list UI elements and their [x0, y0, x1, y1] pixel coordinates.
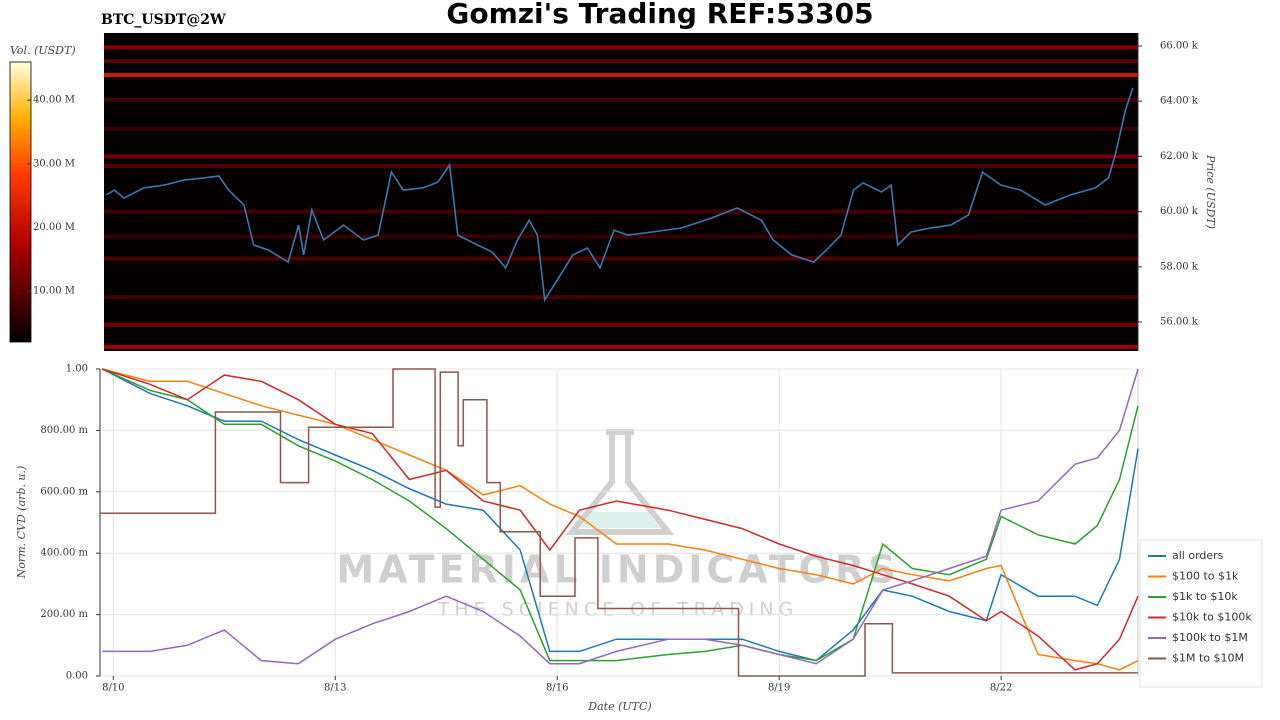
colorbar — [9, 61, 32, 343]
x-tick-label: 8/16 — [546, 683, 568, 694]
cvd-line — [101, 368, 1139, 662]
watermark — [565, 429, 675, 535]
y-tick-label: 64.00 k — [1160, 96, 1199, 107]
heatmap-band — [104, 126, 1138, 131]
watermark-flask — [565, 429, 675, 535]
colorbar-tick-label: 30.00 M — [33, 158, 75, 169]
colorbar-label: Vol. (USDT) — [10, 44, 76, 57]
cvd-line — [101, 368, 1139, 671]
heatmap-band — [104, 234, 1138, 239]
y-tick-label: 0.00 — [66, 671, 88, 682]
y-tick-label: 800.00 m — [40, 425, 88, 436]
colorbar-tick-label: 10.00 M — [33, 286, 75, 297]
legend-label: $10k to $100k — [1172, 611, 1252, 624]
y-tick-label: 60.00 k — [1160, 206, 1199, 217]
y-tick-label: 600.00 m — [40, 486, 88, 497]
heatmap-band — [104, 154, 1138, 159]
y-axis-label: Price (USDT) — [1204, 154, 1217, 229]
heatmap-band — [104, 209, 1138, 214]
x-tick-label: 8/19 — [768, 683, 790, 694]
heatmap-band — [104, 59, 1138, 64]
legend-box — [1139, 539, 1263, 688]
y-tick-label: 400.00 m — [40, 548, 88, 559]
cvd-line — [102, 368, 1139, 665]
cvd-line — [100, 368, 1138, 677]
colorbar-tick-label: 40.00 M — [33, 95, 75, 106]
y-tick-label: 56.00 k — [1160, 317, 1199, 328]
x-axis-label: Date (UTC) — [587, 700, 651, 713]
legend-label: $100k to $1M — [1172, 631, 1248, 644]
heatmap-band — [104, 322, 1138, 327]
chart-subtitle: BTC_USDT@2W — [101, 12, 226, 28]
heatmap-band — [104, 295, 1138, 300]
y-tick-label: 66.00 k — [1160, 40, 1199, 51]
heatmap-band — [104, 344, 1138, 349]
heatmap-band — [104, 45, 1138, 50]
heatmap-background — [104, 33, 1138, 351]
legend-label: $100 to $1k — [1172, 570, 1239, 583]
heatmap-band — [104, 164, 1138, 169]
y-tick-label: 62.00 k — [1160, 151, 1199, 162]
legend-label: $1k to $10k — [1172, 590, 1238, 603]
price-line — [105, 87, 1134, 303]
chart-title: Gomzi's Trading REF:53305 — [446, 0, 873, 30]
heatmap-band — [104, 256, 1138, 261]
y-axis-label: Norm. CVD (arb. u.) — [15, 466, 28, 580]
heatmap-band — [104, 97, 1138, 102]
heatmap-band — [104, 72, 1138, 77]
cvd-line — [102, 368, 1139, 671]
watermark-text: MATERIAL INDICATORS — [336, 548, 899, 592]
y-tick-label: 1.00 — [66, 364, 88, 375]
colorbar-tick-label: 20.00 M — [33, 222, 75, 233]
legend-label: all orders — [1172, 549, 1224, 562]
legend-label: $1M to $10M — [1172, 652, 1244, 665]
x-tick-label: 8/13 — [324, 683, 346, 694]
x-tick-label: 8/22 — [990, 683, 1012, 694]
y-tick-label: 58.00 k — [1160, 261, 1199, 272]
watermark-liquid — [580, 512, 660, 528]
y-tick-label: 200.00 m — [40, 609, 88, 620]
x-tick-label: 8/10 — [102, 683, 124, 694]
